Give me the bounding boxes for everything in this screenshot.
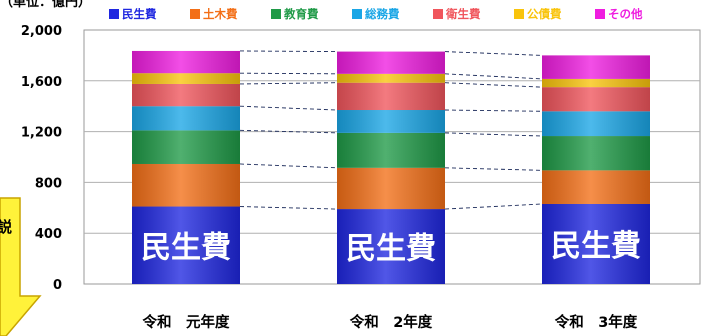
- connector-line: [444, 51, 543, 56]
- unit-label: （単位：億円）: [0, 0, 91, 10]
- bar-segment-shade: [132, 106, 240, 131]
- connector-line: [444, 109, 543, 112]
- connector-line: [444, 73, 543, 80]
- legend-swatch: [271, 9, 281, 19]
- bar-segment-shade: [337, 73, 445, 83]
- legend-item: その他: [595, 7, 643, 21]
- bar-segment-shade: [132, 206, 240, 284]
- y-tick-label: 1,600: [21, 75, 62, 90]
- bar-segment-shade: [542, 87, 650, 112]
- connector-line: [444, 82, 543, 88]
- connector-line: [239, 129, 338, 134]
- y-tick-label: 400: [35, 227, 62, 242]
- bar-segment-shade: [542, 78, 650, 88]
- legend-item: 教育費: [271, 7, 319, 21]
- bar-segment-shade: [542, 170, 650, 204]
- x-tick-label: 令和 2年度: [350, 313, 433, 331]
- callout-text: 説: [0, 218, 12, 236]
- y-tick-label: 1,200: [21, 126, 62, 141]
- legend-item: 総務費: [352, 7, 400, 21]
- y-tick-label: 0: [53, 278, 62, 293]
- x-axis: 令和 元年度 令和 2年度 令和 3年度: [143, 313, 638, 331]
- bar-segment-shade: [132, 50, 240, 74]
- y-tick-label: 2,000: [21, 24, 62, 39]
- callout-arrow: 説: [0, 197, 42, 336]
- bar-segment-shade: [132, 130, 240, 164]
- legend-swatch: [595, 9, 605, 19]
- bars: 民生費 民生費 民生費: [132, 50, 650, 284]
- legend-item: 公債費: [514, 7, 562, 21]
- connector-line: [239, 82, 338, 85]
- connector-line: [239, 72, 338, 75]
- legend-label: 土木費: [203, 7, 238, 21]
- connector-lines: [239, 50, 543, 210]
- bar-segment-shade: [132, 73, 240, 84]
- connector-line: [444, 132, 543, 137]
- legend-swatch: [433, 9, 443, 19]
- legend-label: その他: [608, 7, 643, 21]
- bar-segment-shade: [542, 55, 650, 79]
- connector-line: [444, 167, 543, 171]
- y-axis: 0 400 800 1,200 1,600 2,000: [21, 24, 62, 293]
- bar-inner-label: 民生費: [551, 229, 641, 264]
- bar-segment-shade: [337, 167, 445, 210]
- bar-segment-shade: [542, 111, 650, 137]
- connector-line: [444, 203, 543, 210]
- legend-label: 総務費: [365, 7, 400, 21]
- legend-item: 衛生費: [433, 7, 481, 21]
- bar-inner-label: 民生費: [346, 232, 436, 267]
- bar-segment-shade: [542, 136, 650, 171]
- connector-line: [239, 163, 338, 169]
- legend-item: 土木費: [190, 7, 238, 21]
- connector-line: [239, 206, 338, 210]
- bar-segment-shade: [132, 83, 240, 107]
- bar-segment-shade: [337, 209, 445, 284]
- y-tick-label: 800: [35, 176, 62, 191]
- bar-segment-shade: [132, 163, 240, 207]
- bar-segment-shade: [337, 82, 445, 111]
- legend-label: 教育費: [283, 7, 319, 21]
- bar-segment-shade: [542, 203, 650, 284]
- bar-segment-shade: [337, 51, 445, 74]
- bar-segment-shade: [337, 110, 445, 133]
- legend-swatch: [352, 9, 362, 19]
- connector-line: [239, 50, 338, 53]
- x-tick-label: 令和 3年度: [555, 313, 638, 331]
- x-tick-label: 令和 元年度: [143, 313, 230, 331]
- bar-segment-shade: [337, 132, 445, 168]
- legend-label: 民生費: [122, 7, 157, 21]
- legend-swatch: [109, 9, 119, 19]
- bar-inner-label: 民生費: [141, 230, 231, 265]
- legend-swatch: [190, 9, 200, 19]
- connector-line: [239, 105, 338, 111]
- legend-swatch: [514, 9, 524, 19]
- legend-label: 公債費: [527, 7, 562, 21]
- legend: 民生費 土木費 教育費 総務費 衛生費 公債費 その他: [109, 7, 643, 21]
- legend-label: 衛生費: [445, 7, 481, 21]
- legend-item: 民生費: [109, 7, 157, 21]
